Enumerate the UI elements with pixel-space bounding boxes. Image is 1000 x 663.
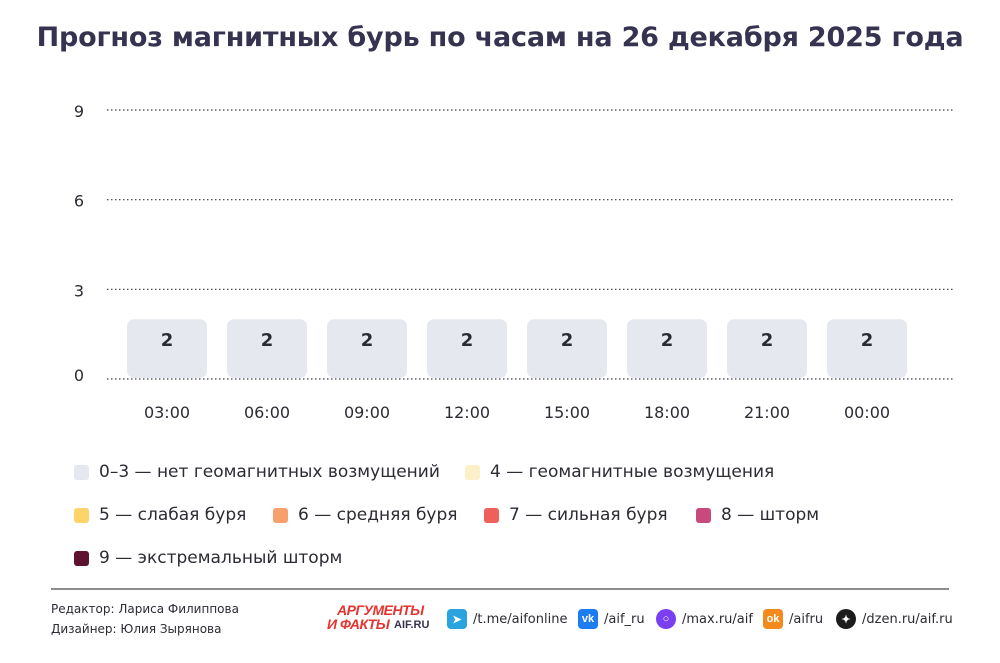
bar — [227, 319, 307, 378]
legend-item-7: 7 — сильная буря — [484, 505, 668, 525]
legend-item-6: 6 — средняя буря — [273, 505, 458, 525]
bar — [127, 319, 207, 378]
legend-label: 9 — экстремальный шторм — [99, 548, 343, 568]
bar-value-label: 2 — [361, 330, 374, 351]
bar-value-label: 2 — [261, 330, 274, 351]
bar-value-label: 2 — [561, 330, 574, 351]
legend-swatch — [273, 507, 288, 523]
legend-label: 5 — слабая буря — [99, 505, 247, 525]
bar — [627, 319, 707, 378]
social-telegram[interactable]: ➤ /t.me/aifonline — [447, 608, 567, 630]
y-tick-label: 9 — [74, 102, 84, 121]
legend-item-8: 8 — шторм — [696, 505, 819, 525]
legend-swatch — [465, 464, 480, 480]
odnoklassniki-icon: ok — [763, 609, 783, 629]
legend-item-4: 4 — геомагнитные возмущения — [465, 462, 774, 482]
social-text: /aifru — [789, 611, 824, 627]
designer-credit: Дизайнер: Юлия Зырянова — [51, 622, 222, 636]
legend-label: 0–3 — нет геомагнитных возмущений — [99, 462, 440, 482]
bar — [327, 319, 407, 378]
logo-domain: AIF.RU — [394, 619, 430, 631]
social-text: /aif_ru — [604, 611, 645, 627]
social-text: /dzen.ru/aif.ru — [862, 611, 953, 627]
x-tick-label: 18:00 — [644, 403, 690, 422]
x-tick-label: 03:00 — [144, 403, 190, 422]
legend-label: 7 — сильная буря — [509, 505, 668, 525]
aif-logo[interactable]: АРГУМЕНТЫ И ФАКТЫ AIF.RU — [327, 602, 435, 633]
x-tick-label: 15:00 — [544, 403, 590, 422]
bar — [827, 319, 907, 378]
legend-item-9: 9 — экстремальный шторм — [74, 548, 342, 568]
legend-label: 8 — шторм — [721, 505, 820, 525]
footer-divider — [51, 588, 949, 590]
bar-value-label: 2 — [861, 330, 874, 351]
bar — [727, 319, 807, 378]
legend-swatch — [74, 464, 89, 480]
bar — [427, 319, 507, 378]
chart-title: Прогноз магнитных бурь по часам на 26 де… — [36, 22, 964, 53]
y-tick-label: 6 — [74, 192, 84, 211]
y-tick-label: 0 — [74, 366, 84, 385]
social-odnoklassniki[interactable]: ok /aifru — [763, 608, 823, 630]
logo-line-1: АРГУМЕНТЫ — [337, 602, 424, 618]
bar-value-label: 2 — [661, 330, 674, 351]
legend-swatch — [696, 507, 711, 523]
telegram-icon: ➤ — [447, 609, 467, 629]
bar-value-label: 2 — [761, 330, 774, 351]
x-tick-label: 12:00 — [444, 403, 490, 422]
legend-swatch — [74, 550, 89, 566]
legend-label: 4 — геомагнитные возмущения — [490, 462, 775, 482]
social-max[interactable]: ○ /max.ru/aif — [656, 608, 753, 630]
vk-icon: vk — [578, 609, 598, 629]
bar-chart: 0 3 6 9 2 03:00 2 06:00 2 09:00 2 12:00 2 15:00 2 18:00… — [74, 102, 955, 422]
social-text: /t.me/aifonline — [473, 611, 568, 627]
x-tick-label: 21:00 — [744, 403, 790, 422]
x-tick-label: 00:00 — [844, 403, 890, 422]
legend-label: 6 — средняя буря — [298, 505, 458, 525]
logo-line-2: И ФАКТЫ — [327, 616, 390, 632]
social-text: /max.ru/aif — [682, 611, 753, 627]
social-vk[interactable]: vk /aif_ru — [578, 608, 645, 630]
x-tick-label: 06:00 — [244, 403, 290, 422]
bar-value-label: 2 — [161, 330, 174, 351]
x-tick-label: 09:00 — [344, 403, 390, 422]
legend-swatch — [484, 507, 499, 523]
max-icon: ○ — [656, 609, 676, 629]
dzen-icon: ✦ — [836, 609, 856, 629]
y-tick-label: 3 — [74, 281, 84, 300]
credits: Редактор: Лариса Филиппова Дизайнер: Юли… — [51, 599, 239, 639]
editor-credit: Редактор: Лариса Филиппова — [51, 602, 239, 616]
legend-swatch — [74, 507, 89, 523]
social-dzen[interactable]: ✦ /dzen.ru/aif.ru — [836, 608, 953, 630]
legend-item-5: 5 — слабая буря — [74, 505, 246, 525]
bar-value-label: 2 — [461, 330, 474, 351]
legend-item-0-3: 0–3 — нет геомагнитных возмущений — [74, 462, 440, 482]
bar — [527, 319, 607, 378]
